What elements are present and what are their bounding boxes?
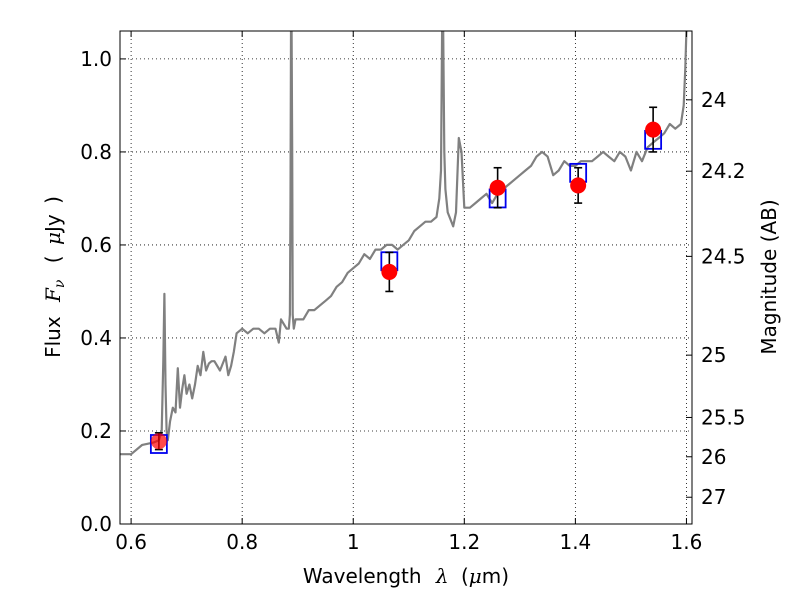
data-layer: [120, 31, 688, 456]
mag-tick-label: 25: [701, 343, 726, 367]
y-tick-label: 0.0: [80, 512, 112, 536]
y-tick-label: 0.8: [80, 140, 112, 164]
y-tick-label: 0.4: [80, 326, 112, 350]
mag-tick-label: 26: [701, 445, 726, 469]
observed-photometry-point: [489, 179, 506, 196]
x-tick-label: 1.2: [448, 530, 480, 554]
observed-photometry-point: [381, 263, 398, 280]
plot-area: [120, 31, 692, 524]
mag-tick-label: 24: [701, 88, 726, 112]
x-tick-label: 1.6: [671, 530, 703, 554]
y-tick-label: 0.2: [80, 419, 112, 443]
spectrum-line: [120, 31, 688, 456]
y-axis-label: Flux Fν ( μJy ): [41, 196, 69, 358]
plot-frame: [119, 30, 693, 525]
y2-axis-label: Magnitude (AB): [757, 199, 781, 354]
ticks: 0.6 0.8 1 1.2 1.4 1.6 0.0 0.2 0.4 0.6 0.8 1.0 24 24.2…: [80, 31, 746, 554]
marker-layer: [149, 106, 663, 454]
y-tick-label: 0.6: [80, 233, 112, 257]
mag-tick-label: 24.5: [701, 244, 746, 268]
mag-tick-label: 24.2: [701, 159, 746, 183]
x-tick-label: 1: [347, 530, 360, 554]
observed-photometry-point: [150, 433, 167, 450]
x-tick-label: 0.8: [226, 530, 258, 554]
mag-tick-label: 27: [701, 485, 726, 509]
x-tick-label: 1.4: [559, 530, 591, 554]
x-tick-label: 0.6: [115, 530, 147, 554]
observed-photometry-point: [570, 177, 587, 194]
observed-photometry-point: [645, 121, 662, 138]
x-axis-label: Wavelength λ (μm): [303, 564, 509, 588]
mag-tick-label: 25.5: [701, 405, 746, 429]
y-tick-label: 1.0: [80, 47, 112, 71]
